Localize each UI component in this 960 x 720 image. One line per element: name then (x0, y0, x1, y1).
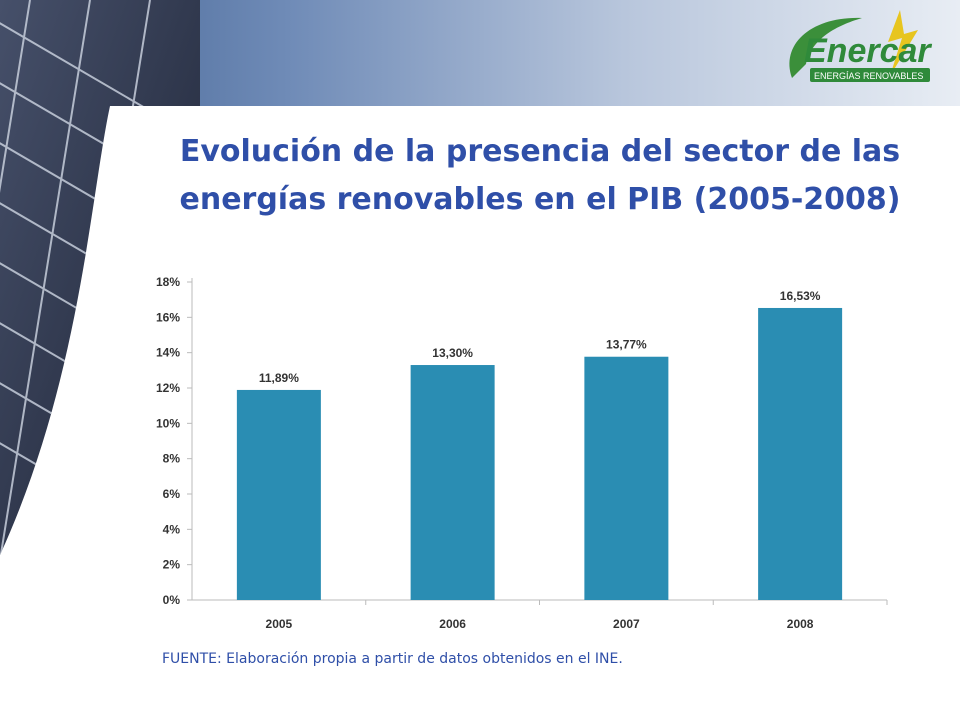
y-tick-label: 16% (156, 310, 180, 324)
bar-chart: 0% 2% 4% 6% 8% 10% 12% 14% 16% 18% 11,89% 2005 13,30… (156, 275, 888, 631)
data-label-2006: 13,30% (432, 346, 473, 360)
y-tick-label: 6% (163, 487, 181, 501)
solar-panel-photo (0, 0, 200, 555)
slide-title-line-2: energías renovables en el PIB (2005-2008… (179, 182, 901, 217)
y-tick-label: 0% (163, 593, 181, 607)
x-tick-label-2005: 2005 (266, 617, 293, 631)
slide-title-line-1: Evolución de la presencia del sector de … (179, 134, 901, 169)
data-label-2007: 13,77% (606, 338, 647, 352)
x-tick-label-2006: 2006 (439, 617, 466, 631)
bar-2008 (758, 307, 843, 600)
slide-title: Evolución de la presencia del sector de … (150, 128, 930, 224)
data-label-2008: 16,53% (780, 289, 821, 303)
logo-subtitle: ENERGÍAS RENOVABLES (814, 71, 923, 81)
logo-text: Enercar (804, 32, 932, 70)
y-tick-label: 12% (156, 381, 180, 395)
y-tick-label: 18% (156, 275, 180, 289)
enercar-logo: Enercar ENERGÍAS RENOVABLES (789, 10, 932, 82)
x-tick-label-2007: 2007 (613, 617, 640, 631)
logo-subtitle-band (810, 68, 930, 82)
y-tick-label: 10% (156, 416, 180, 430)
bar-2006 (410, 365, 495, 600)
logo-leaf-shape (789, 17, 862, 78)
x-tick-label-2008: 2008 (787, 617, 814, 631)
bar-2005 (236, 389, 321, 600)
logo-bolt-shape (888, 10, 918, 76)
y-tick-label: 2% (163, 558, 181, 572)
bar-2007 (584, 356, 669, 600)
source-note: FUENTE: Elaboración propia a partir de d… (162, 651, 623, 667)
y-tick-label: 14% (156, 346, 180, 360)
y-tick-label: 4% (163, 522, 181, 536)
y-tick-label: 8% (163, 452, 181, 466)
data-label-2005: 11,89% (259, 371, 299, 385)
